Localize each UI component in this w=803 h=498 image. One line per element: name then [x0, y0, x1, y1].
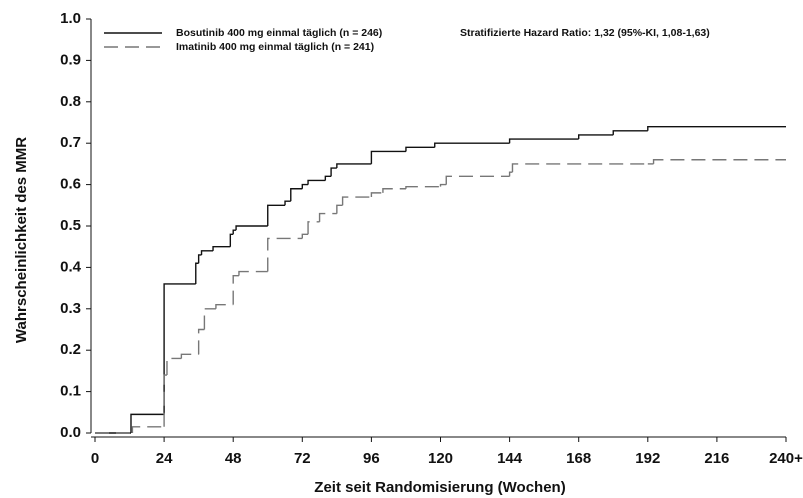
y-tick-label: 0.1 [60, 383, 81, 400]
step-segment [382, 188, 406, 193]
x-tick-label: 72 [294, 450, 311, 467]
x-tick-label: 192 [635, 450, 660, 467]
step-segment [203, 308, 216, 330]
y-tick-label: 0.6 [60, 176, 81, 193]
step-segment [612, 130, 648, 135]
step-segment [336, 163, 372, 169]
step-segment [318, 212, 337, 222]
step-segment [370, 192, 383, 198]
step-segment [197, 254, 202, 264]
step-segment [301, 233, 309, 239]
x-tick-label: 96 [363, 450, 380, 467]
step-segment [301, 183, 309, 189]
y-tick-label: 1.0 [60, 10, 81, 27]
step-segment [439, 183, 447, 187]
step-segment [307, 179, 326, 185]
x-tick-label: 216 [704, 450, 729, 467]
x-tick-label: 144 [497, 450, 523, 467]
step-segment [324, 175, 332, 181]
step-segment [652, 159, 786, 164]
step-segment [336, 204, 343, 214]
step-segment [307, 221, 320, 235]
step-segment [370, 150, 406, 164]
legend-label: Bosutinib 400 mg einmal täglich (n = 246… [176, 27, 382, 39]
step-segment [578, 134, 614, 140]
step-segment [131, 426, 165, 433]
x-tick-label: 24 [156, 450, 173, 467]
step-segment [163, 283, 196, 415]
step-segment [229, 233, 234, 247]
step-segment [508, 138, 579, 144]
step-segment [511, 163, 648, 173]
y-tick-label: 0.9 [60, 51, 81, 68]
y-tick-label: 0.5 [60, 217, 81, 234]
x-axis-label: Zeit seit Randomisierung (Wochen) [314, 479, 565, 496]
step-segment [180, 353, 199, 359]
step-segment [284, 200, 291, 206]
y-axis-label: Wahrscheinlichkeit des MMR [13, 137, 30, 343]
legend-label: Imatinib 400 mg einmal täglich (n = 241) [176, 41, 374, 53]
step-segment [238, 270, 268, 276]
step-segment [330, 167, 337, 177]
y-tick-label: 0.4 [60, 258, 82, 275]
step-segment [341, 196, 372, 206]
y-tick-label: 0.7 [60, 134, 81, 151]
step-segment [267, 204, 286, 226]
step-segment [232, 274, 239, 305]
step-segment [166, 357, 182, 376]
x-tick-label: 120 [428, 450, 453, 467]
x-tick-label: 48 [225, 450, 242, 467]
y-tick-label: 0.2 [60, 341, 81, 358]
step-segment [647, 125, 786, 131]
x-tick-label: 168 [566, 450, 591, 467]
step-segment [200, 250, 214, 255]
step-segment [434, 142, 510, 148]
x-tick-label: 0 [91, 450, 99, 467]
step-segment [130, 413, 165, 433]
step-segment [235, 225, 268, 231]
step-segment [405, 146, 435, 152]
step-segment [232, 229, 237, 235]
step-segment [215, 303, 234, 309]
step-segment [163, 374, 167, 427]
step-segment [267, 237, 303, 272]
y-tick-label: 0.8 [60, 93, 81, 110]
y-tick-label: 0.0 [60, 424, 81, 441]
annotation: Stratifizierte Hazard Ratio: 1,32 (95%-K… [460, 27, 710, 39]
step-segment [212, 246, 231, 251]
x-tick-label: 240+ [769, 450, 803, 467]
step-segment [290, 188, 303, 202]
y-tick-label: 0.3 [60, 300, 81, 317]
step-segment [405, 185, 441, 189]
step-segment [508, 171, 513, 177]
step-segment [197, 328, 205, 355]
step-segment [445, 175, 510, 185]
step-segment [195, 262, 199, 284]
